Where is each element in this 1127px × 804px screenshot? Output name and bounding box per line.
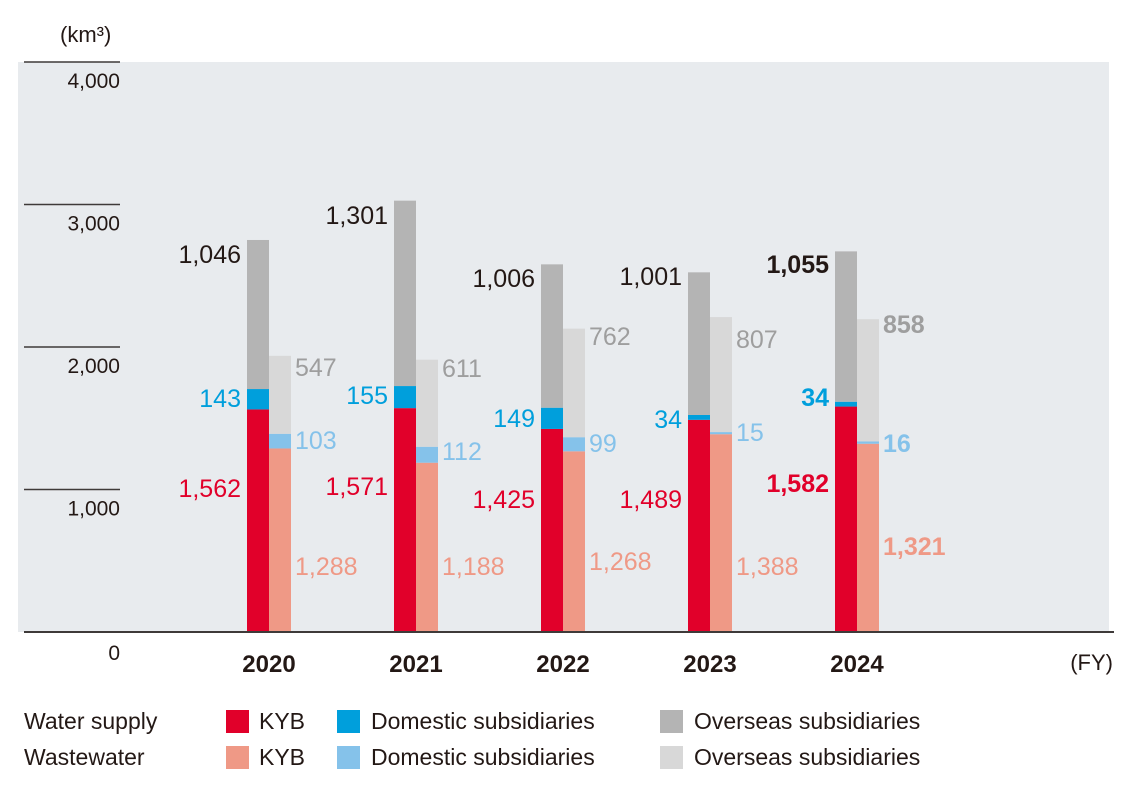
x-tick-label: 2021 bbox=[389, 651, 442, 678]
y-axis: 0 1,000 2,000 3,000 4,000 bbox=[24, 61, 120, 665]
x-tick-label: 2024 bbox=[830, 651, 884, 678]
bar-water-overseas-subsidiaries bbox=[688, 272, 710, 415]
bar-waste-kyb bbox=[563, 451, 585, 632]
bar-water-overseas-subsidiaries bbox=[541, 264, 563, 408]
legend-swatch-waste-domestic bbox=[337, 746, 360, 769]
data-label-water-kyb: 1,571 bbox=[325, 473, 388, 501]
legend-label-waste-domestic: Domestic subsidiaries bbox=[371, 744, 595, 770]
bar-water-domestic-subsidiaries bbox=[541, 407, 563, 429]
data-label-waste-overseas-subsidiaries: 762 bbox=[589, 323, 631, 351]
legend-label-waste-kyb: KYB bbox=[259, 744, 306, 770]
legend-label-water-overseas: Overseas subsidiaries bbox=[694, 708, 921, 734]
bar-water-overseas-subsidiaries bbox=[247, 239, 269, 390]
data-label-waste-domestic-subsidiaries: 16 bbox=[883, 430, 911, 458]
data-label-water-domestic-subsidiaries: 155 bbox=[346, 382, 388, 410]
bar-water-kyb bbox=[835, 406, 857, 632]
bar-waste-overseas-subsidiaries bbox=[710, 317, 732, 433]
data-label-waste-kyb: 1,288 bbox=[295, 553, 358, 581]
y-tick-label: 0 bbox=[108, 642, 120, 665]
data-label-waste-kyb: 1,321 bbox=[883, 533, 946, 561]
bar-waste-kyb bbox=[710, 434, 732, 632]
data-label-water-domestic-subsidiaries: 34 bbox=[654, 406, 682, 434]
bar-waste-domestic-subsidiaries bbox=[710, 432, 732, 435]
bar-water-domestic-subsidiaries bbox=[247, 389, 269, 410]
bar-waste-kyb bbox=[269, 448, 291, 632]
data-label-water-kyb: 1,582 bbox=[766, 470, 829, 498]
data-label-water-overseas-subsidiaries: 1,006 bbox=[472, 265, 535, 293]
data-label-water-kyb: 1,489 bbox=[619, 486, 682, 514]
data-labels: 1,562 143 1,046 1,288 103 547 1,571 155 1,301 1,1… bbox=[178, 202, 945, 581]
bar-water-overseas-subsidiaries bbox=[394, 200, 416, 387]
data-label-waste-overseas-subsidiaries: 807 bbox=[736, 326, 778, 354]
y-tick-label: 4,000 bbox=[67, 70, 120, 93]
legend-label-water-kyb: KYB bbox=[259, 708, 306, 734]
x-axis: 2020 2021 2022 2023 2024 bbox=[242, 651, 884, 678]
x-tick-label: 2022 bbox=[536, 651, 589, 678]
bar-waste-overseas-subsidiaries bbox=[269, 355, 291, 434]
x-tick-label: 2020 bbox=[242, 651, 295, 678]
data-label-water-kyb: 1,562 bbox=[178, 475, 241, 503]
bar-water-domestic-subsidiaries bbox=[394, 386, 416, 409]
data-label-water-domestic-subsidiaries: 34 bbox=[801, 384, 829, 412]
bar-waste-overseas-subsidiaries bbox=[416, 359, 438, 447]
legend-label-waste-overseas: Overseas subsidiaries bbox=[694, 744, 921, 770]
bar-waste-domestic-subsidiaries bbox=[857, 441, 879, 444]
data-label-waste-overseas-subsidiaries: 547 bbox=[295, 354, 337, 382]
legend-row-label-water-supply: Water supply bbox=[24, 708, 158, 734]
bar-water-kyb bbox=[541, 428, 563, 632]
y-tick-label: 1,000 bbox=[67, 498, 120, 521]
bar-water-overseas-subsidiaries bbox=[835, 251, 857, 402]
bar-water-domestic-subsidiaries bbox=[688, 414, 710, 420]
bar-waste-domestic-subsidiaries bbox=[563, 437, 585, 452]
bar-waste-overseas-subsidiaries bbox=[563, 328, 585, 438]
legend-swatch-waste-overseas bbox=[660, 746, 683, 769]
data-label-water-domestic-subsidiaries: 149 bbox=[493, 405, 535, 433]
x-axis-label: (FY) bbox=[1070, 650, 1113, 675]
data-label-waste-overseas-subsidiaries: 611 bbox=[442, 355, 482, 383]
legend-swatch-water-overseas bbox=[660, 710, 683, 733]
data-label-waste-domestic-subsidiaries: 99 bbox=[589, 430, 617, 458]
data-label-waste-domestic-subsidiaries: 112 bbox=[442, 438, 482, 466]
bar-water-kyb bbox=[688, 419, 710, 632]
y-tick-label: 2,000 bbox=[67, 355, 120, 378]
data-label-water-overseas-subsidiaries: 1,055 bbox=[766, 251, 829, 279]
legend-swatch-water-kyb bbox=[226, 710, 249, 733]
data-label-waste-domestic-subsidiaries: 15 bbox=[736, 419, 764, 447]
bar-chart: 0 1,000 2,000 3,000 4,000 1,562 143 1,046 1,288… bbox=[18, 61, 1114, 678]
bar-water-kyb bbox=[247, 409, 269, 632]
bar-water-domestic-subsidiaries bbox=[835, 401, 857, 407]
data-label-waste-kyb: 1,268 bbox=[589, 548, 652, 576]
data-label-waste-domestic-subsidiaries: 103 bbox=[295, 427, 337, 455]
data-label-water-overseas-subsidiaries: 1,001 bbox=[619, 263, 682, 291]
y-tick-label: 3,000 bbox=[67, 213, 120, 236]
legend-label-water-domestic: Domestic subsidiaries bbox=[371, 708, 595, 734]
data-label-water-domestic-subsidiaries: 143 bbox=[199, 385, 241, 413]
data-label-waste-kyb: 1,188 bbox=[442, 553, 505, 581]
data-label-water-overseas-subsidiaries: 1,301 bbox=[325, 202, 388, 230]
data-label-water-kyb: 1,425 bbox=[472, 486, 535, 514]
y-axis-unit-label: (km³) bbox=[60, 22, 112, 47]
data-label-waste-overseas-subsidiaries: 858 bbox=[883, 311, 925, 339]
data-label-water-overseas-subsidiaries: 1,046 bbox=[178, 241, 241, 269]
bar-waste-domestic-subsidiaries bbox=[416, 446, 438, 463]
data-label-waste-kyb: 1,388 bbox=[736, 553, 799, 581]
legend-swatch-waste-kyb bbox=[226, 746, 249, 769]
bar-waste-domestic-subsidiaries bbox=[269, 433, 291, 449]
legend-row-label-wastewater: Wastewater bbox=[24, 744, 145, 770]
x-tick-label: 2023 bbox=[683, 651, 736, 678]
bar-waste-kyb bbox=[857, 443, 879, 632]
bars bbox=[247, 200, 879, 632]
bar-waste-overseas-subsidiaries bbox=[857, 319, 879, 442]
bar-waste-kyb bbox=[416, 462, 438, 632]
bar-water-kyb bbox=[394, 408, 416, 632]
legend: Water supply Wastewater KYB Domestic sub… bbox=[0, 700, 1127, 790]
legend-swatch-water-domestic bbox=[337, 710, 360, 733]
